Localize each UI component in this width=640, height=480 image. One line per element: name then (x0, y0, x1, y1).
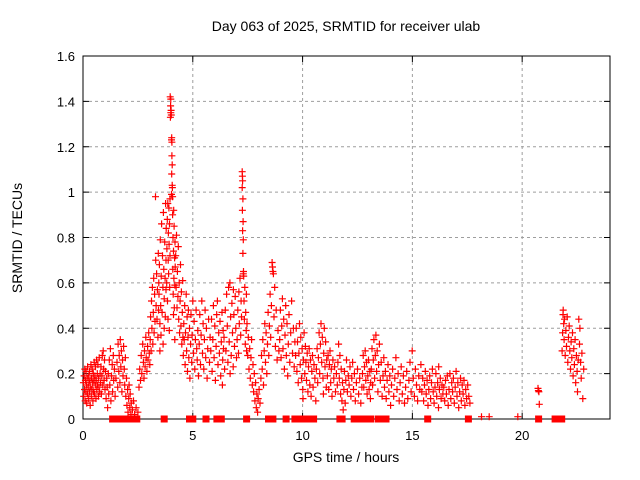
svg-text:0: 0 (68, 412, 75, 427)
y-axis-label: SRMTID / TECUs (9, 183, 25, 293)
svg-text:0.8: 0.8 (57, 231, 75, 246)
svg-text:5: 5 (189, 428, 196, 443)
svg-text:15: 15 (405, 428, 419, 443)
svg-text:1.2: 1.2 (57, 140, 75, 155)
svg-text:1.6: 1.6 (57, 49, 75, 64)
svg-text:0: 0 (79, 428, 86, 443)
svg-text:20: 20 (515, 428, 529, 443)
gridlines (83, 56, 610, 419)
zero-markers (109, 415, 566, 423)
scatter-points (79, 93, 588, 421)
svg-text:0.6: 0.6 (57, 276, 75, 291)
x-axis-label: GPS time / hours (293, 449, 400, 465)
svg-text:10: 10 (295, 428, 309, 443)
svg-text:1.4: 1.4 (57, 94, 75, 109)
svg-text:1: 1 (68, 185, 75, 200)
y-tick-labels: 0 0.2 0.4 0.6 0.8 1 1.2 1.4 1.6 (57, 49, 75, 427)
svg-text:0.4: 0.4 (57, 321, 75, 336)
x-tick-labels: 0 5 10 15 20 (79, 428, 529, 443)
chart-title: Day 063 of 2025, SRMTID for receiver ula… (212, 18, 481, 34)
plot-border (82, 55, 611, 420)
svg-text:0.2: 0.2 (57, 367, 75, 382)
